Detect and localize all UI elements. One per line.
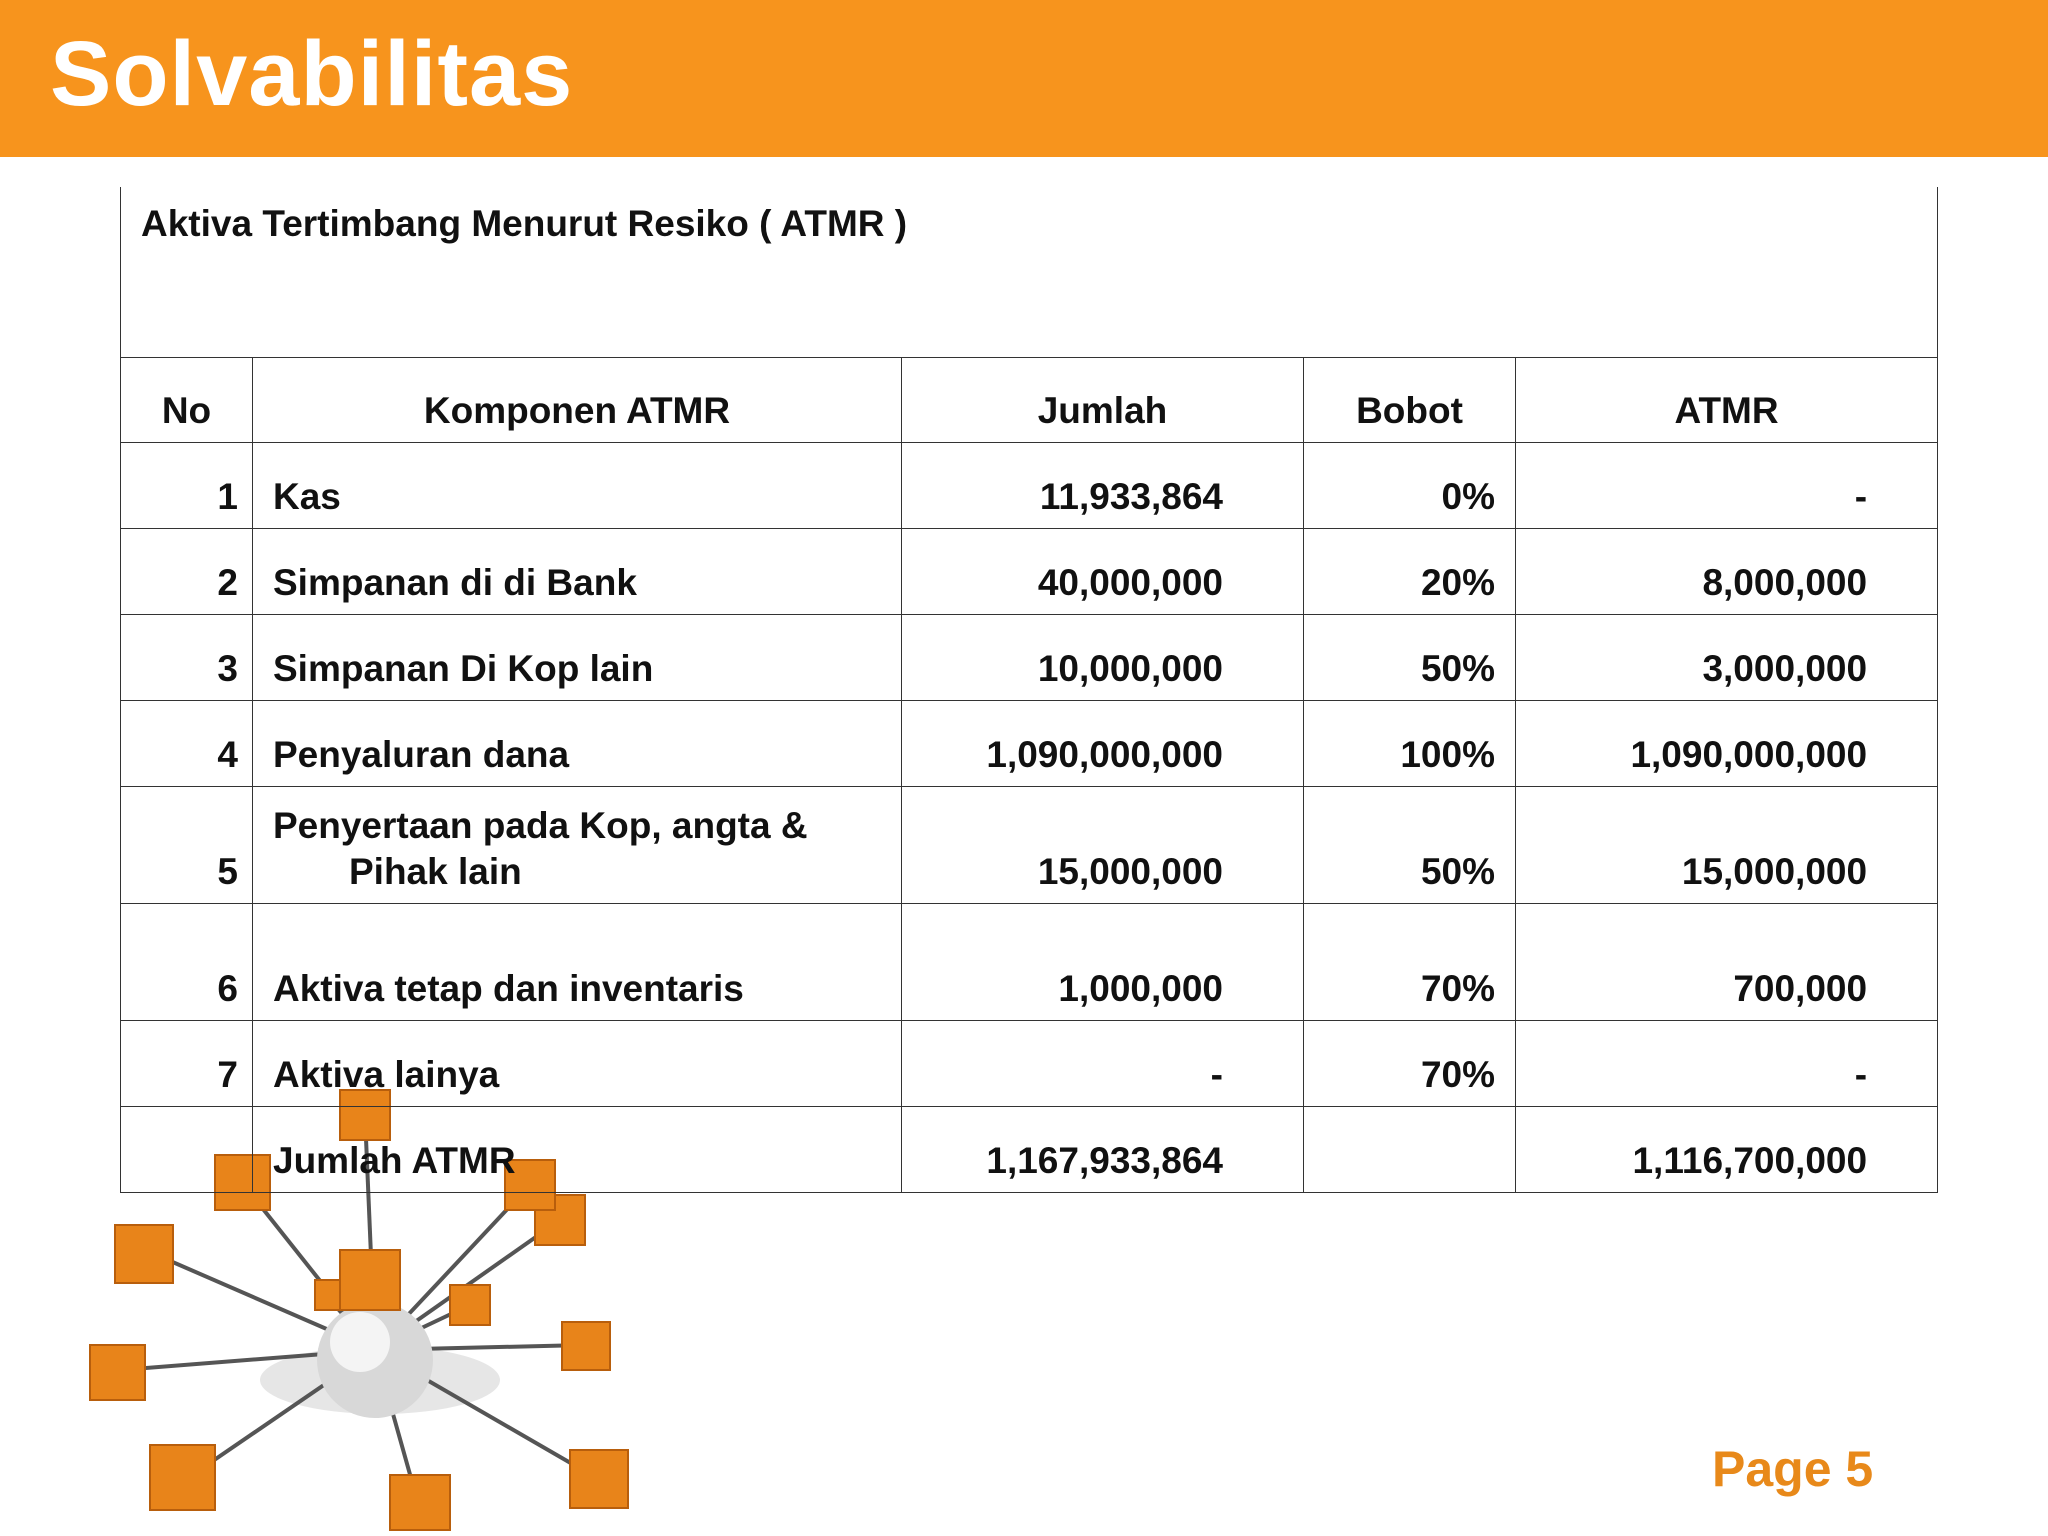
table-cell: 20% [1303, 528, 1516, 615]
table-cell: Simpanan Di Kop lain [252, 614, 902, 701]
table-cell [120, 1106, 253, 1193]
table-cell: 15,000,000 [1514, 786, 1939, 904]
data-row: Jumlah ATMR 1,167,933,864 1,116,700,000 [120, 1106, 1939, 1193]
table-cell: 1,000,000 [901, 903, 1304, 1021]
table-cell: 1,090,000,000 [901, 700, 1304, 787]
table-cell: 3,000,000 [1514, 614, 1939, 701]
data-row: 5 Penyertaan pada Kop, angta & Pihak lain 1… [120, 786, 1939, 904]
table-cell: 7 [120, 1020, 253, 1107]
table-cell: 1,167,933,864 [901, 1106, 1304, 1193]
header-cell: No [120, 357, 253, 443]
data-row: 7 Aktiva lainya -70% - [120, 1020, 1939, 1107]
table-cell [1303, 1106, 1516, 1193]
table-cell: - [1514, 442, 1939, 529]
table-cell: 1 [120, 442, 253, 529]
table-cell: 40,000,000 [901, 528, 1304, 615]
table-cell: Jumlah ATMR [252, 1106, 902, 1193]
atmr-table: Aktiva Tertimbang Menurut Resiko ( ATMR … [119, 187, 1939, 1193]
cell-line: Simpanan di di Bank [273, 562, 637, 603]
table-cell: 4 [120, 700, 253, 787]
table-cell: 5 [120, 786, 253, 904]
table-cell: 700,000 [1514, 903, 1939, 1021]
cell-line: Jumlah ATMR [273, 1140, 516, 1181]
header-cell: Bobot [1303, 357, 1516, 443]
title-bar [0, 0, 2048, 157]
table-cell: 50% [1303, 786, 1516, 904]
data-row: 3 Simpanan Di Kop lain 10,000,000 50% 3,000,… [120, 614, 1939, 701]
cell-line: Pihak lain [349, 851, 522, 892]
table-cell: - [1514, 1020, 1939, 1107]
table-cell: 10,000,000 [901, 614, 1304, 701]
header-row: No Komponen ATMR Jumlah Bobot ATMR [120, 357, 1939, 443]
table-cell: 3 [120, 614, 253, 701]
cell-line: Simpanan Di Kop lain [273, 648, 654, 689]
table-cell: 1,090,000,000 [1514, 700, 1939, 787]
header-cell: Komponen ATMR [252, 357, 902, 443]
cell-line: Kas [273, 476, 341, 517]
table-cell: - [901, 1020, 1304, 1107]
table-cell: 11,933,864 [901, 442, 1304, 529]
table-cell: 1,116,700,000 [1514, 1106, 1939, 1193]
table-cell: 50% [1303, 614, 1516, 701]
table-cell: Penyaluran dana [252, 700, 902, 787]
table-cell: 6 [120, 903, 253, 1021]
table-body: Aktiva Tertimbang Menurut Resiko ( ATMR … [119, 187, 1939, 1193]
table-cell: Kas [252, 442, 902, 529]
table-cell: 15,000,000 [901, 786, 1304, 904]
header-cell: ATMR [1514, 357, 1939, 443]
page-number: Page 5 [1712, 1441, 1874, 1497]
table-cell: Aktiva tetap dan inventaris [252, 903, 902, 1021]
data-row: 1 Kas 11,933,864 0% - [120, 442, 1939, 529]
cell-line: Penyaluran dana [273, 734, 570, 775]
table-cell: 70% [1303, 1020, 1516, 1107]
table-cell: Penyertaan pada Kop, angta & Pihak lain [252, 786, 902, 904]
cell-line: Aktiva tetap dan inventaris [273, 968, 744, 1009]
table-cell: 2 [120, 528, 253, 615]
table-caption: Aktiva Tertimbang Menurut Resiko ( ATMR … [119, 187, 1939, 358]
data-row: 2 Simpanan di di Bank 40,000,000 20% 8,000,0… [120, 528, 1939, 615]
table-cell: Aktiva lainya [252, 1020, 902, 1107]
table-cell: 8,000,000 [1514, 528, 1939, 615]
slide-title: Solvabilitas [50, 23, 574, 125]
data-row: 4 Penyaluran dana 1,090,000,000 100% 1,090,0… [120, 700, 1939, 787]
table-cell: Simpanan di di Bank [252, 528, 902, 615]
table-cell: 70% [1303, 903, 1516, 1021]
cell-line: Penyertaan pada Kop, angta & [273, 805, 808, 846]
caption-row: Aktiva Tertimbang Menurut Resiko ( ATMR … [119, 187, 1939, 358]
table-cell: 0% [1303, 442, 1516, 529]
header-cell: Jumlah [901, 357, 1304, 443]
table-cell: 100% [1303, 700, 1516, 787]
cell-line: Aktiva lainya [273, 1054, 500, 1095]
data-row: 6 Aktiva tetap dan inventaris 1,000,000 70%… [120, 903, 1939, 1021]
